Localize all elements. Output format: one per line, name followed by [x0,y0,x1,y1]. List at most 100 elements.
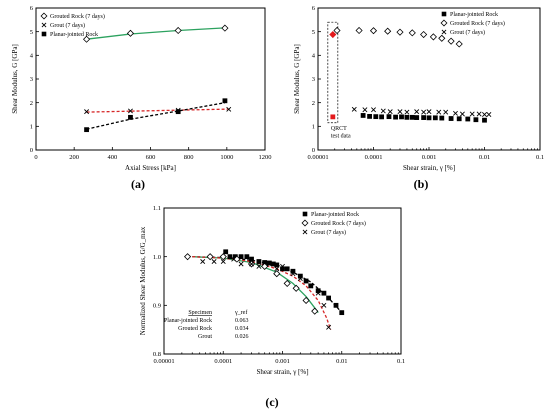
data-point-diamond [329,30,337,39]
data-point-square [414,115,420,120]
data-point-square [303,278,309,284]
data-point-square [175,109,181,115]
data-point-cross [274,266,280,272]
data-point-cross [441,29,447,35]
legend-item-label: Grouted Rock (7 days) [50,13,105,20]
series-fit-line [192,256,319,313]
legend-item-label: Grouted Rock (7 days) [450,20,505,27]
data-point-cross [380,108,386,114]
y-tick-label: 2 [30,100,33,107]
data-point-diamond [369,27,378,35]
legend-item-label: Grouted Rock (7 days) [311,220,366,227]
legend-item-label: Planar-jointed Rock [311,212,359,218]
data-point-cross [421,109,427,115]
plot-area-frame [163,207,402,355]
y-axis-title: Shear Modulus, G [GPa] [293,44,301,114]
table-cell-specimen: Grouted Rock [178,326,212,332]
data-point-square [128,114,133,120]
qrct-annotation-label: QRCT [331,126,347,132]
legend-item-label: Grout (7 days) [311,229,346,236]
data-point-diamond [355,26,363,35]
data-point-square [333,302,339,308]
data-point-cross [453,110,458,116]
table-header: Specimen [188,310,212,316]
y-axis-title: Shear Modulus, G [GPa] [11,44,19,114]
data-point-cross [200,259,206,265]
data-point-cross [397,109,403,115]
x-tick-label: 0.1 [397,358,405,365]
data-point-cross [469,111,475,117]
data-point-square [244,254,250,260]
data-point-cross [127,108,133,114]
data-point-diamond [283,279,291,287]
legend-item-label: Planar-jointed Rock [450,12,498,18]
data-point-cross [41,22,47,28]
data-point-cross [249,261,254,267]
series-fit-line [86,27,225,40]
data-point-square [280,266,285,272]
data-point-cross [387,109,393,115]
data-point-square [393,114,398,120]
table-cell-value: 0.063 [235,318,249,324]
data-point-square [222,98,228,104]
data-point-diamond [429,33,437,41]
data-point-diamond [440,19,448,27]
x-tick-label: 0.00001 [307,154,328,161]
data-point-square [284,266,290,272]
qrct-annotation-label: test data [331,133,351,139]
x-tick-label: 0.001 [275,358,290,365]
data-point-cross [443,109,449,115]
data-point-diamond [384,27,392,35]
data-point-square [409,114,415,120]
legend-item-label: Planar-jointed Rock [50,32,98,38]
y-axis-title: Normalized Shear Modulus, G/G_max [139,226,147,335]
table-cell-specimen: Planar-jointed Rock [164,318,212,324]
series-fit-line [86,108,229,113]
y-tick-label: 1.0 [153,254,161,261]
data-point-square [315,288,321,294]
data-point-diamond [311,307,319,315]
data-point-cross [414,109,420,115]
data-point-square [290,268,296,274]
data-point-cross [297,276,303,282]
x-tick-label: 0.01 [479,154,490,161]
y-tick-label: 6 [30,5,34,12]
data-point-diamond [221,24,229,32]
data-point-diamond [333,26,341,35]
data-point-diamond [292,284,300,292]
data-point-diamond [447,37,455,45]
data-point-square [473,117,479,123]
data-point-diamond [126,29,135,37]
data-point-square [227,254,233,260]
data-point-square [426,115,432,121]
x-tick-label: 0 [34,154,37,161]
y-tick-label: 0 [312,147,315,154]
data-point-cross [436,109,442,115]
table-cell-value: 0.026 [235,334,249,340]
data-point-square [399,114,404,120]
data-point-square [367,113,372,119]
series-fit-line [86,102,226,130]
data-point-square [266,260,272,266]
data-point-square [223,249,229,255]
data-point-diamond [174,26,182,35]
y-tick-label: 1.1 [153,205,161,212]
data-point-diamond [219,253,227,261]
y-tick-label: 4 [312,53,316,60]
panel-caption: (a) [131,177,145,191]
qrct-annotation-box [327,21,339,124]
data-point-cross [226,106,232,112]
y-tick-label: 2 [312,100,315,107]
data-point-diamond [455,40,463,48]
data-point-cross [482,112,487,117]
data-point-cross [321,302,327,308]
data-point-cross [256,263,262,269]
data-point-cross [476,111,482,117]
data-point-cross [315,290,321,296]
data-point-cross [290,271,296,277]
data-point-cross [486,112,492,117]
data-point-diamond [184,253,192,261]
data-point-square [339,310,345,316]
data-point-cross [280,263,285,269]
data-point-diamond [261,262,269,270]
